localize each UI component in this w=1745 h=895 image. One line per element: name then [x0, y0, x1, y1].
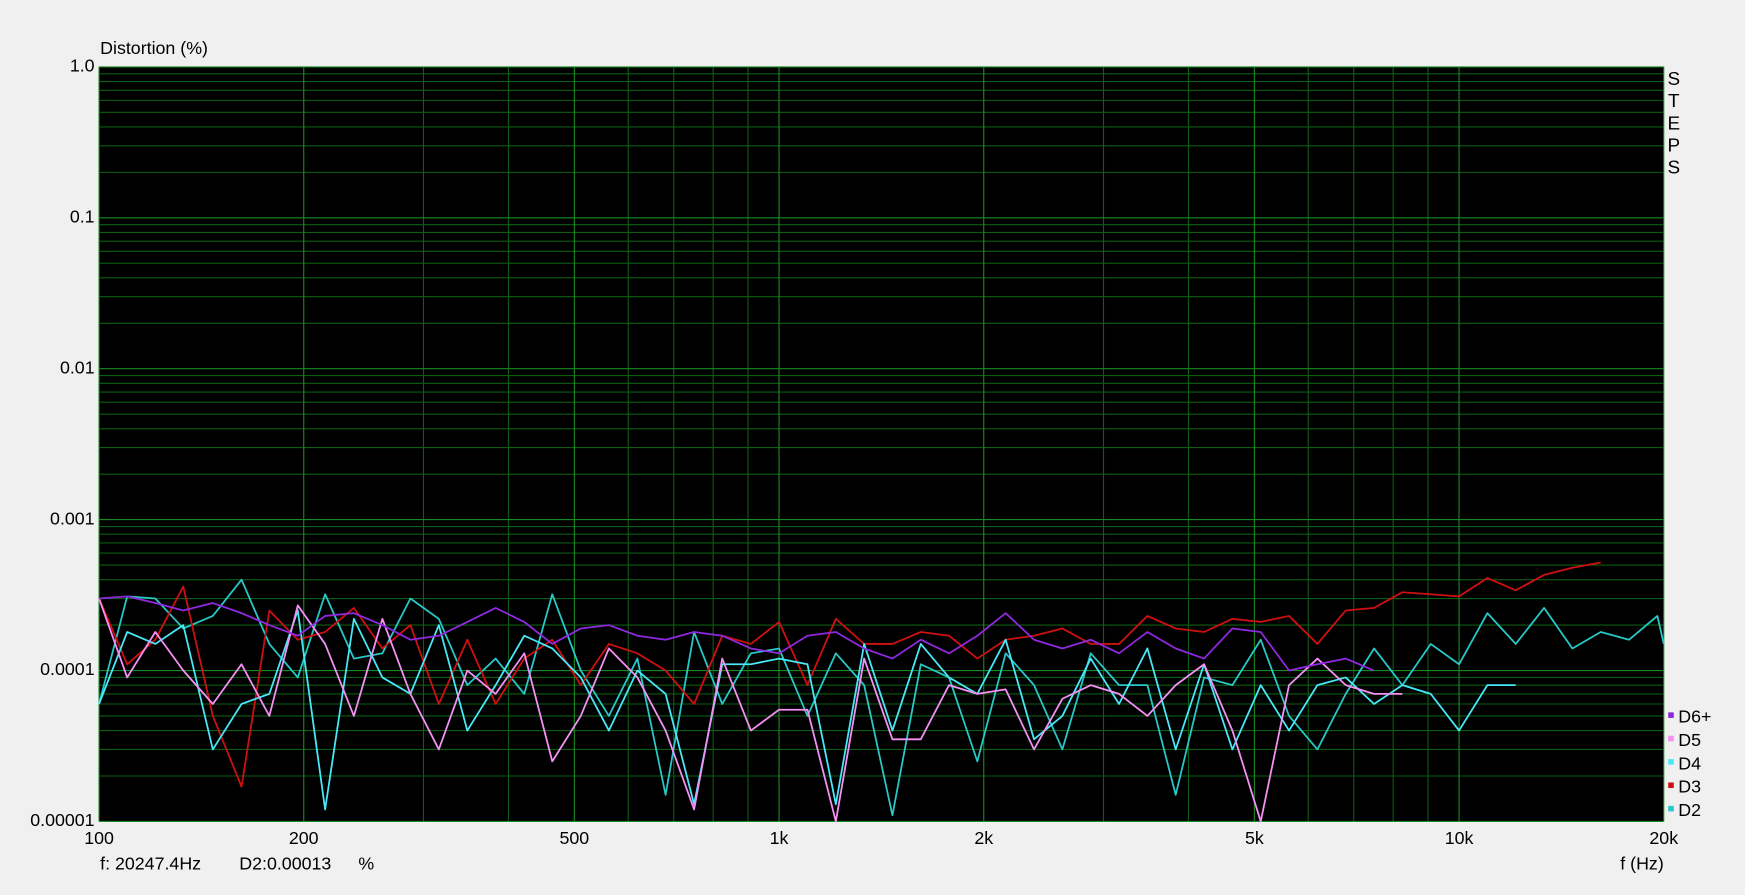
series-line — [98, 598, 1403, 823]
x-tick-label: 200 — [289, 828, 319, 848]
legend-swatch — [1668, 712, 1674, 718]
status-reading: D2:0.00013 — [239, 854, 331, 874]
x-tick-label: 20k — [1649, 828, 1678, 848]
legend-label: D3 — [1678, 777, 1701, 797]
x-tick-label: 1k — [770, 828, 789, 848]
side-label: STEPS — [1663, 69, 1684, 180]
y-tick-label: 1.0 — [70, 56, 95, 76]
x-tick-label: 10k — [1445, 828, 1474, 848]
y-tick-label: 0.00001 — [30, 810, 94, 830]
series-line — [98, 578, 1665, 817]
legend-label: D6+ — [1678, 707, 1711, 727]
y-tick-label: 0.1 — [70, 207, 95, 227]
y-tick-label: 0.001 — [50, 508, 95, 528]
legend-swatch — [1668, 735, 1674, 742]
x-tick-label: 5k — [1245, 828, 1264, 848]
y-tick-label: 0.0001 — [40, 659, 95, 679]
legend-swatch — [1668, 782, 1674, 789]
legend-label: D2 — [1678, 800, 1701, 820]
legend-swatch — [1668, 759, 1674, 765]
y-tick-label: 0.01 — [60, 357, 95, 377]
x-tick-label: 2k — [974, 828, 993, 848]
chart-title: Distortion (%) — [100, 38, 208, 58]
series-line — [98, 561, 1601, 788]
x-tick-label: 100 — [84, 828, 114, 848]
status-frequency: f: 20247.4Hz — [100, 854, 201, 874]
x-tick-label: 500 — [559, 828, 589, 848]
status-unit: % — [358, 854, 374, 874]
legend-swatch — [1668, 805, 1674, 812]
series-line — [98, 609, 1516, 811]
legend-label: D5 — [1678, 730, 1701, 750]
series-line — [98, 595, 1375, 672]
legend-label: D4 — [1678, 753, 1701, 773]
lines — [98, 561, 1665, 823]
x-axis-label: f (Hz) — [1620, 854, 1663, 874]
